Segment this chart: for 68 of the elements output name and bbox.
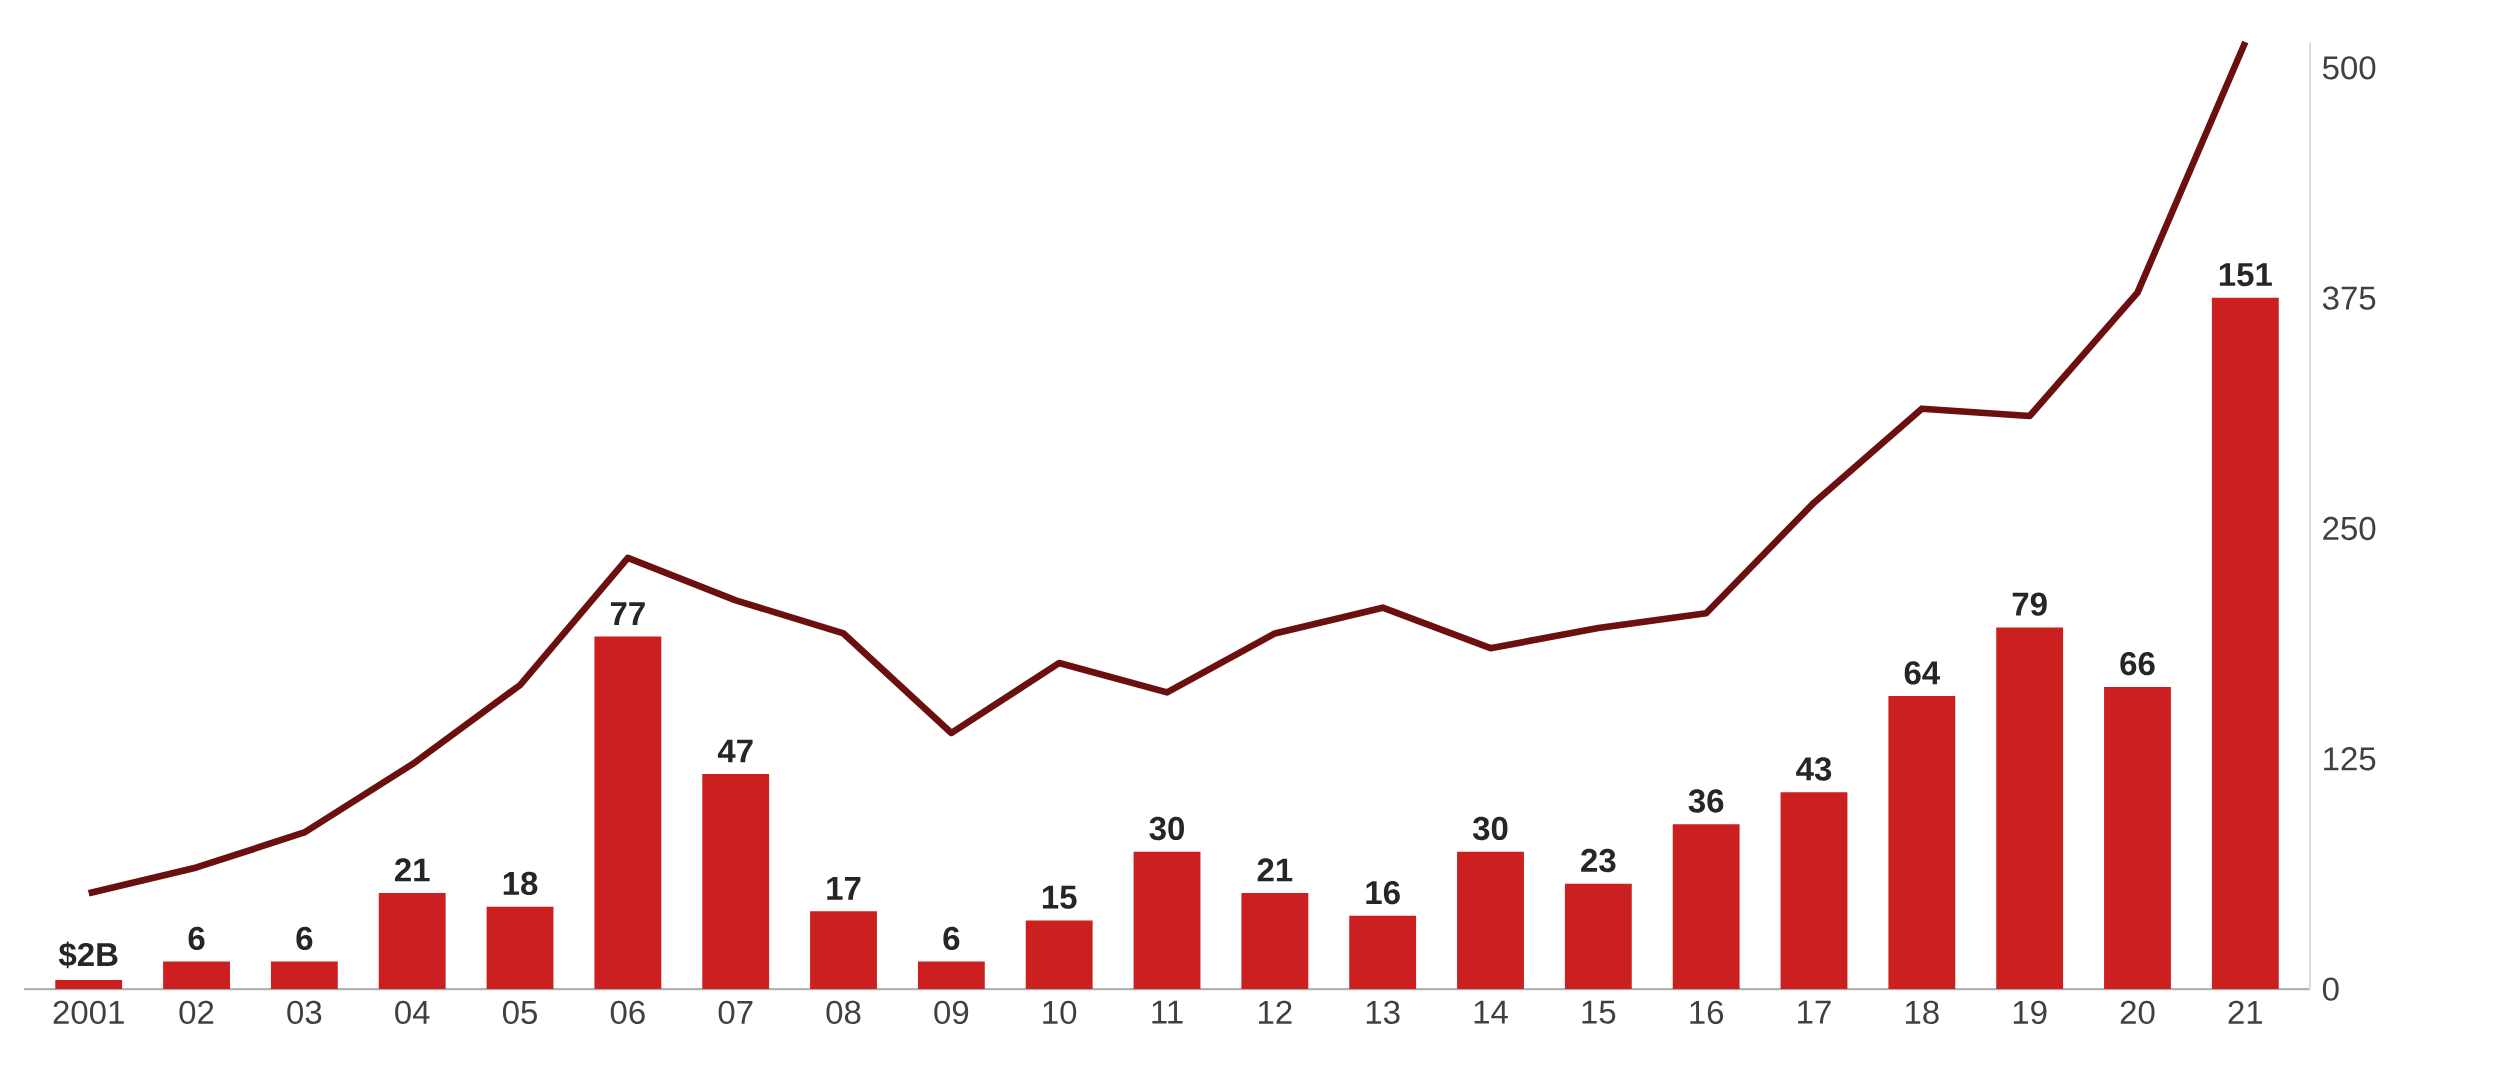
data-label: 77 — [610, 602, 645, 625]
x-tick-label: 16 — [1690, 1000, 1724, 1025]
x-tick-label: 03 — [287, 1000, 322, 1025]
x-tick-label: 19 — [2013, 1000, 2047, 1025]
bar — [1564, 883, 1632, 990]
x-tick-label: 06 — [610, 1000, 645, 1025]
y2-tick-label: 375 — [2322, 286, 2376, 310]
data-label: 30 — [1472, 816, 1508, 841]
x-tick-label: 07 — [718, 1000, 753, 1025]
data-label: 23 — [1581, 848, 1616, 873]
bar — [486, 906, 554, 990]
x-tick-label: 08 — [826, 1000, 861, 1025]
data-label: 21 — [1257, 858, 1293, 882]
x-tick-label: 13 — [1366, 1000, 1400, 1025]
bar — [810, 911, 877, 990]
bar — [378, 892, 446, 990]
x-tick-label: 14 — [1474, 1000, 1508, 1024]
y2-tick-label: 0 — [2322, 977, 2339, 1001]
bar — [1996, 627, 2064, 990]
bar — [55, 979, 123, 990]
bar — [270, 961, 338, 990]
data-label: 79 — [2012, 592, 2047, 616]
x-tick-label: 02 — [179, 1000, 214, 1025]
data-label: 36 — [1688, 789, 1724, 813]
data-label: 6 — [296, 926, 313, 950]
bar — [2104, 686, 2171, 990]
x-tick-label: 17 — [1798, 1000, 1831, 1024]
data-label: 151 — [2219, 263, 2272, 287]
y2-tick-label: 250 — [2323, 516, 2376, 541]
x-tick-label: 04 — [395, 1000, 430, 1025]
bar — [917, 961, 985, 990]
data-label: $2B — [58, 941, 118, 969]
data-label: 43 — [1796, 757, 1832, 781]
x-tick-label: 11 — [1152, 1000, 1183, 1024]
bar — [1888, 696, 1956, 990]
y2-tick-label: 125 — [2324, 747, 2376, 771]
bar — [1133, 851, 1201, 990]
data-label: 21 — [394, 858, 430, 882]
bar — [163, 961, 230, 990]
x-tick-label: 15 — [1582, 1000, 1616, 1024]
data-label: 64 — [1904, 661, 1940, 685]
bar — [1780, 792, 1848, 990]
x-tick-label: 10 — [1043, 1000, 1077, 1025]
y2-tick-label: 500 — [2322, 56, 2376, 80]
bar — [1241, 892, 1309, 990]
data-label: 18 — [503, 871, 538, 896]
data-label: 16 — [1366, 880, 1400, 905]
x-tick-label: 09 — [934, 1000, 969, 1025]
data-label: 30 — [1149, 816, 1184, 841]
bar — [702, 773, 770, 990]
bar — [1457, 851, 1524, 990]
data-label: 6 — [943, 926, 960, 950]
data-label: 15 — [1042, 885, 1077, 909]
data-label: 17 — [827, 876, 861, 900]
x-tick-label: 2001 — [53, 1000, 124, 1025]
data-label: 66 — [2120, 651, 2155, 676]
bar — [594, 636, 662, 990]
data-label: 6 — [188, 926, 205, 950]
x-tick-label: 18 — [1905, 1000, 1939, 1025]
data-label: 47 — [717, 739, 753, 763]
bar — [1672, 824, 1740, 990]
bar — [1349, 915, 1417, 990]
x-tick-label: 20 — [2120, 1000, 2155, 1025]
bar — [2211, 297, 2279, 990]
bar — [1025, 920, 1093, 990]
x-tick-label: 05 — [502, 1000, 537, 1025]
x-tick-label: 12 — [1258, 1000, 1292, 1024]
x-tick-label: 21 — [2228, 1000, 2263, 1024]
